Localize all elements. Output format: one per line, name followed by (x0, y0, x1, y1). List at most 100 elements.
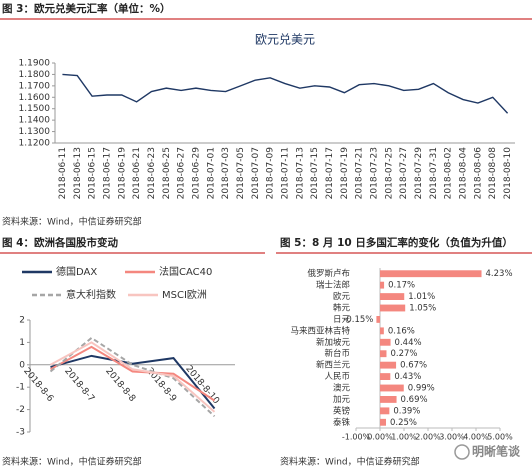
x-tick-label: 2018-07-07 (251, 147, 261, 199)
x-tick-label: -1.00% (342, 433, 371, 442)
bar (380, 373, 391, 380)
x-tick-label: 2018-06-21 (132, 147, 142, 199)
bar (376, 316, 380, 323)
x-tick-label: 2018-8-6 (21, 366, 55, 404)
y-tick-label: 1.1700 (19, 81, 51, 91)
y-tick-label: 2 (19, 316, 25, 326)
x-tick-label: 2018-07-31 (429, 147, 439, 199)
x-tick-label: 2018-06-29 (191, 147, 201, 200)
x-tick-label: 2018-07-21 (355, 147, 365, 199)
value-label: 0.69% (401, 395, 428, 405)
legend-label: MSCI欧洲 (162, 289, 207, 301)
bar (380, 338, 391, 346)
x-tick-label: 2018-06-13 (73, 147, 83, 199)
chart-title: 欧元兑美元 (255, 33, 315, 47)
x-tick-label: 2018-06-19 (117, 147, 127, 200)
series-line (50, 341, 216, 413)
value-label: 0.17% (388, 281, 415, 291)
value-label: 0.25% (390, 418, 417, 428)
bar (380, 293, 405, 300)
value-label: 0.43% (394, 372, 421, 382)
x-tick-label: 2018-08-08 (488, 147, 498, 200)
bar (380, 407, 390, 415)
y-tick-label: 马来西亚林吉特 (290, 325, 350, 336)
y-tick-label: 日元 (333, 315, 351, 325)
legend-label: 德国DAX (56, 265, 97, 278)
x-tick-label: 2018-07-19 (340, 147, 350, 200)
y-tick-label: -3 (16, 428, 25, 438)
y-tick-label: 1.1600 (19, 93, 51, 103)
source-note: 资料来源：Wind，中信证券研究部 (2, 216, 142, 228)
value-label: -0.15% (343, 315, 373, 325)
x-tick-label: 2.00% (415, 433, 441, 442)
source-note: 资料来源：Wind，中信证券研究部 (2, 456, 142, 468)
bar (380, 384, 404, 392)
y-tick-label: 1.1300 (19, 127, 51, 137)
x-tick-label: 2018-8-7 (62, 366, 96, 404)
y-tick-label: 俄罗斯卢布 (307, 268, 350, 279)
x-tick-label: 2018-07-25 (384, 147, 394, 199)
x-tick-label: 2018-07-29 (414, 147, 424, 200)
watermark-icon (454, 444, 470, 460)
value-label: 1.01% (408, 292, 435, 302)
x-tick-label: 2018-07-23 (370, 147, 380, 199)
y-tick-label: 1.1400 (19, 116, 51, 126)
legend-label: 法国CAC40 (159, 265, 212, 278)
bar (380, 418, 386, 426)
x-tick-label: 2018-08-06 (473, 147, 483, 200)
value-label: 0.44% (395, 338, 422, 348)
value-label: 1.05% (409, 304, 436, 314)
x-tick-label: 2018-08-04 (459, 147, 469, 200)
x-tick-label: 2018-06-23 (147, 147, 157, 199)
y-tick-label: 人民币 (324, 372, 350, 382)
x-tick-label: 1.00% (391, 433, 417, 442)
y-tick-label: 1.1900 (19, 59, 51, 69)
x-tick-label: 2018-06-15 (88, 147, 98, 199)
y-tick-label: -2 (16, 405, 25, 415)
x-tick-label: 5.00% (487, 433, 513, 442)
bar (380, 304, 406, 312)
y-tick-label: 1.1500 (19, 104, 51, 114)
y-tick-label: 新加坡元 (316, 337, 351, 348)
series-line (62, 73, 509, 114)
bar (380, 361, 397, 369)
y-tick-label: 瑞士法郎 (316, 280, 350, 291)
y-tick-label: 欧元 (333, 291, 351, 302)
x-tick-label: 2018-07-05 (236, 147, 246, 199)
x-tick-label: 0.00% (367, 433, 393, 442)
bar (380, 350, 387, 358)
value-label: 0.27% (390, 349, 417, 359)
y-tick-label: -1 (16, 383, 25, 393)
y-tick-label: 新台币 (324, 348, 350, 359)
x-tick-label: 2018-06-11 (58, 147, 68, 199)
bar (380, 327, 384, 335)
y-tick-label: 1 (19, 338, 25, 348)
watermark: 明晰笔谈 (472, 444, 521, 459)
series-line (50, 345, 216, 402)
x-tick-label: 2018-07-15 (310, 147, 320, 199)
value-label: 4.23% (486, 269, 513, 279)
y-tick-label: 1.1200 (19, 139, 51, 149)
x-tick-label: 2018-08-10 (503, 147, 513, 200)
x-tick-label: 2018-06-17 (102, 147, 112, 199)
x-tick-label: 2018-07-13 (295, 147, 305, 199)
figure-caption: 图 5：8 月 10 日多国汇率的变化（负值为升值） (280, 236, 513, 249)
y-tick-label: 韩元 (333, 303, 351, 314)
y-tick-label: 新西兰元 (316, 360, 351, 371)
figure-caption: 图 4：欧洲各国股市变动 (2, 236, 118, 249)
x-tick-label: 2018-06-25 (162, 147, 172, 199)
x-tick-label: 2018-08-02 (444, 147, 454, 199)
y-tick-label: 澳元 (333, 383, 351, 394)
x-tick-label: 2018-07-01 (206, 147, 216, 199)
source-note: 资料来源：Wind，中信证券研究部 (280, 456, 420, 468)
value-label: 0.67% (400, 361, 427, 371)
x-tick-label: 2018-07-27 (399, 147, 409, 199)
y-tick-label: 加元 (333, 394, 351, 405)
x-tick-label: 2018-07-03 (221, 147, 231, 199)
x-tick-label: 3.00% (439, 433, 465, 442)
x-tick-label: 2018-07-09 (266, 147, 276, 200)
bar (380, 270, 482, 278)
bar (380, 396, 397, 403)
figure-caption: 图 3：欧元兑美元汇率（单位：%） (2, 2, 170, 15)
